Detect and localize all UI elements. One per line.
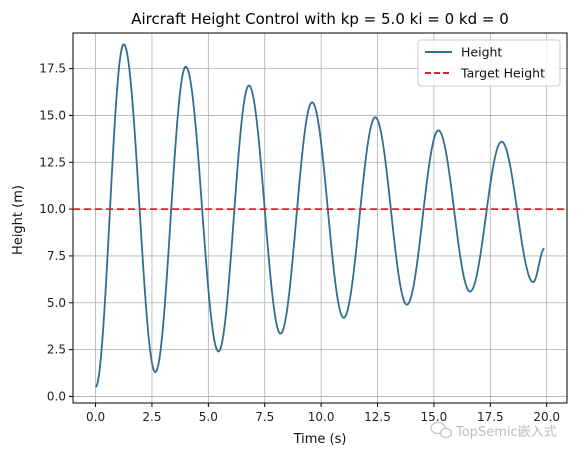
y-axis-label: Height (m) — [11, 185, 26, 255]
legend: Height Target Height — [417, 39, 561, 87]
y-tick-label: 7.5 — [47, 249, 66, 263]
grid — [73, 33, 567, 403]
y-tick-label: 15.0 — [39, 108, 66, 122]
y-tick-label: 17.5 — [39, 62, 66, 76]
legend-box — [417, 39, 561, 87]
legend-label-height: Height — [461, 45, 502, 60]
x-tick-label: 7.5 — [255, 410, 274, 424]
y-tick-label: 2.5 — [47, 343, 66, 357]
plot-area — [73, 43, 567, 388]
x-tick-label: 15.0 — [421, 410, 448, 424]
watermark-text: TopSemic嵌入式 — [455, 425, 557, 440]
x-tick-label: 2.5 — [142, 410, 161, 424]
y-tick-label: 10.0 — [39, 202, 66, 216]
x-tick-label: 10.0 — [308, 410, 335, 424]
x-tick-label: 0.0 — [86, 410, 105, 424]
y-tick-label: 12.5 — [39, 155, 66, 169]
y-tick-label: 5.0 — [47, 296, 66, 310]
wechat-icon — [430, 421, 453, 439]
watermark: TopSemic嵌入式 — [430, 421, 557, 440]
x-tick-label: 5.0 — [199, 410, 218, 424]
x-tick-label: 20.0 — [533, 410, 560, 424]
axes-frame — [72, 32, 568, 404]
x-tick-label: 17.5 — [477, 410, 504, 424]
y-tick-label: 0.0 — [47, 389, 66, 403]
chart-title: Aircraft Height Control with kp = 5.0 ki… — [131, 10, 509, 28]
legend-label-target-height: Target Height — [460, 66, 545, 81]
axes — [72, 32, 568, 404]
y-axis-ticks: 0.0 2.5 5.0 7.5 10.0 12.5 15.0 17.5 — [39, 62, 73, 403]
x-axis-label: Time (s) — [293, 432, 347, 447]
x-tick-label: 12.5 — [364, 410, 391, 424]
x-axis-ticks: 0.0 2.5 5.0 7.5 10.0 12.5 15.0 17.5 20.0 — [86, 403, 560, 424]
height-series-line — [95, 43, 545, 388]
